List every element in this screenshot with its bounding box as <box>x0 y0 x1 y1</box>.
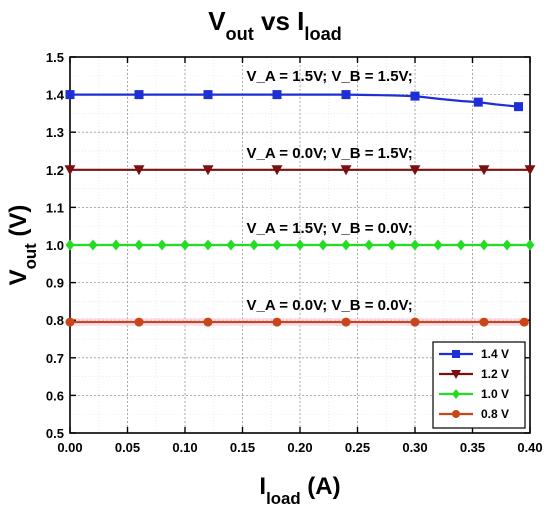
y-tick-label: 0.6 <box>46 388 64 403</box>
legend-item: 0.8 V <box>439 407 509 421</box>
y-axis-title: Vout (V) <box>5 205 40 286</box>
data-point <box>226 239 236 251</box>
legend-item: 1.2 V <box>439 367 509 381</box>
data-point <box>64 165 76 176</box>
data-point <box>341 317 351 327</box>
x-axis-title: Iload (A) <box>259 473 340 505</box>
data-point <box>203 239 213 251</box>
data-point <box>249 239 259 251</box>
legend-label: 1.0 V <box>481 387 509 401</box>
data-point <box>514 102 523 112</box>
legend-label: 0.8 V <box>481 407 509 421</box>
annotation: V_A = 0.0V; V_B = 1.5V; <box>247 145 413 162</box>
y-tick-label: 1.0 <box>46 238 64 253</box>
annotation: V_A = 1.5V; V_B = 0.0V; <box>247 220 413 237</box>
data-point <box>341 239 351 251</box>
data-point <box>387 239 397 251</box>
x-tick-label: 0.20 <box>287 440 312 455</box>
data-point <box>341 90 351 100</box>
data-point <box>410 239 420 251</box>
y-tick-label: 1.4 <box>46 88 65 103</box>
data-point <box>272 239 282 251</box>
data-point <box>456 239 466 251</box>
data-point <box>473 97 483 107</box>
data-point <box>133 165 145 176</box>
x-tick-label: 0.10 <box>172 440 197 455</box>
data-point <box>295 239 305 251</box>
data-point <box>409 165 421 176</box>
data-point <box>433 239 443 251</box>
x-tick-label: 0.30 <box>402 440 427 455</box>
data-point <box>180 239 190 251</box>
data-point <box>452 350 460 358</box>
legend: 1.4 V 1.2 V 1.0 V 0.8 V <box>432 341 526 429</box>
data-point <box>65 239 75 251</box>
x-tick-label: 0.05 <box>115 440 140 455</box>
series-line <box>70 93 519 108</box>
data-point <box>272 90 282 100</box>
y-tick-label: 0.9 <box>46 276 64 291</box>
data-point <box>524 165 536 176</box>
data-point <box>452 389 460 399</box>
legend-item: 1.0 V <box>439 387 509 401</box>
data-point <box>479 239 489 251</box>
y-tick-label: 0.7 <box>46 351 64 366</box>
data-point <box>478 165 490 176</box>
data-point <box>65 317 75 327</box>
ticks: 0.00 0.05 0.10 0.15 0.20 0.25 0.30 0.35 0.40 0.5 0… <box>46 50 543 455</box>
data-point <box>203 317 213 327</box>
x-tick-label: 0.25 <box>345 440 370 455</box>
y-tick-label: 1.2 <box>46 163 64 178</box>
data-point <box>479 317 489 327</box>
data-point <box>134 90 144 100</box>
data-point <box>502 239 512 251</box>
data-point <box>271 165 283 176</box>
data-point <box>519 317 529 327</box>
legend-label: 1.2 V <box>481 367 509 381</box>
annotation: V_A = 0.0V; V_B = 0.0V; <box>247 297 413 314</box>
x-tick-label: 0.40 <box>517 440 542 455</box>
y-tick-label: 0.5 <box>46 426 64 441</box>
y-tick-label: 1.3 <box>46 125 64 140</box>
series-1-2-V <box>64 165 536 176</box>
y-tick-label: 1.1 <box>46 200 64 215</box>
data-point <box>203 90 213 100</box>
data-point <box>525 239 535 251</box>
x-tick-label: 0.00 <box>57 440 82 455</box>
series-1-4-V <box>65 90 523 112</box>
data-point <box>272 317 282 327</box>
data-point <box>451 370 461 379</box>
data-point <box>157 239 167 251</box>
data-point <box>364 239 374 251</box>
y-tick-label: 1.5 <box>46 50 64 65</box>
data-point <box>134 239 144 251</box>
data-point <box>88 239 98 251</box>
chart-title: Vout vs Iload <box>208 6 342 44</box>
annotation: V_A = 1.5V; V_B = 1.5V; <box>247 68 413 85</box>
series-1-0-V <box>65 239 535 251</box>
data-point <box>202 165 214 176</box>
legend-label: 1.4 V <box>481 347 509 361</box>
data-point <box>410 91 420 101</box>
x-tick-label: 0.15 <box>230 440 255 455</box>
legend-item: 1.4 V <box>439 347 509 361</box>
y-tick-label: 0.8 <box>46 313 64 328</box>
data-point <box>340 165 352 176</box>
data-point <box>65 90 75 100</box>
data-point <box>410 317 420 327</box>
data-point <box>452 410 460 418</box>
data-point <box>134 317 144 327</box>
x-tick-label: 0.35 <box>460 440 485 455</box>
series-0-8-V <box>65 317 529 327</box>
data-point <box>111 239 121 251</box>
data-point <box>318 239 328 251</box>
